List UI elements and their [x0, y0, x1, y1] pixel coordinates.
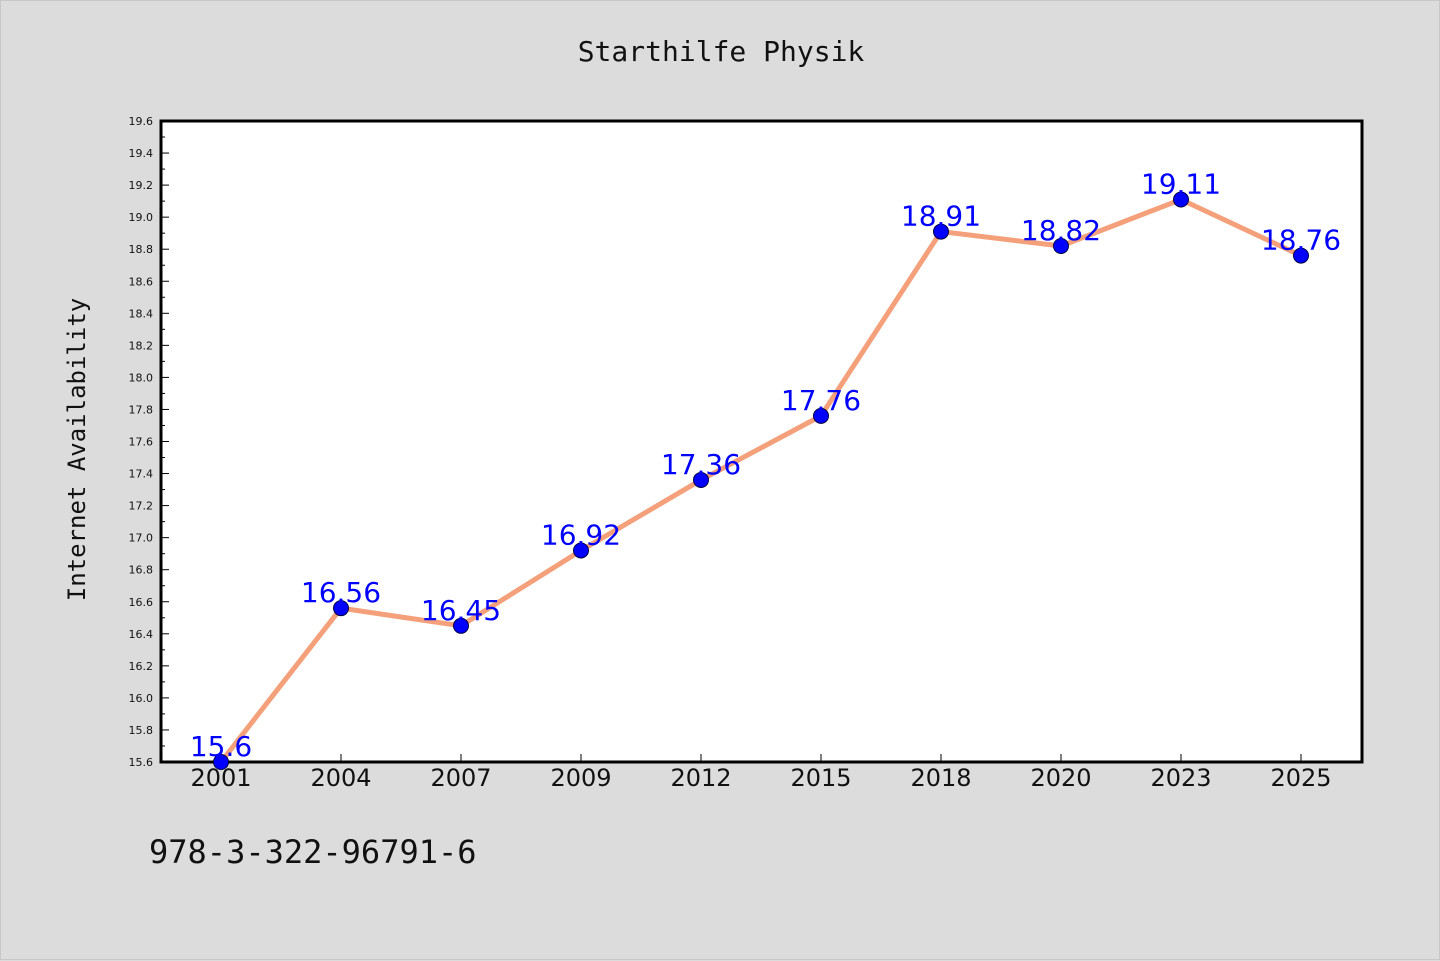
x-tick-label: 2009: [550, 764, 611, 792]
data-point: [693, 471, 709, 488]
data-point: [213, 754, 229, 770]
y-tick-label: 18.8: [129, 243, 154, 256]
y-tick-label: 17.0: [129, 532, 154, 545]
y-tick-label: 17.8: [129, 403, 154, 416]
y-tick-label: 17.2: [129, 500, 154, 513]
data-point: [1293, 247, 1309, 264]
data-label: 16.45: [421, 594, 501, 627]
y-tick-label: 18.2: [129, 339, 154, 352]
x-tick-label: 2023: [1150, 764, 1211, 792]
data-label: 18.91: [901, 200, 981, 233]
data-point: [333, 600, 349, 617]
y-tick-label: 19.0: [129, 211, 154, 224]
y-tick-label: 15.8: [129, 724, 154, 737]
x-tick-label: 2004: [310, 764, 371, 792]
y-tick-label: 18.0: [129, 371, 154, 384]
y-tick-label: 16.8: [129, 564, 154, 577]
data-point: [813, 407, 829, 424]
chart-title: Starthilfe Physik: [577, 35, 865, 68]
data-label: 15.6: [190, 730, 252, 763]
x-tick-label: 2018: [910, 764, 971, 792]
data-label: 18.82: [1021, 214, 1101, 247]
data-label: 19.11: [1141, 168, 1221, 201]
y-tick-label: 18.6: [129, 275, 154, 288]
y-tick-label: 16.2: [129, 660, 154, 673]
y-tick-label: 16.0: [129, 692, 154, 705]
x-tick-label: 2025: [1270, 764, 1331, 792]
y-tick-label: 17.4: [129, 468, 154, 481]
data-label: 17.36: [661, 448, 741, 481]
data-point: [573, 542, 589, 559]
x-tick-label: 2012: [670, 764, 731, 792]
data-label: 18.76: [1261, 224, 1341, 257]
isbn-label: 978-3-322-96791-6: [149, 833, 477, 871]
plot-area: [159, 119, 1364, 764]
y-tick-label: 19.6: [129, 115, 154, 128]
y-tick-label: 19.2: [129, 179, 154, 192]
series-line: [219, 197, 1303, 764]
y-tick-label: 17.6: [129, 436, 154, 449]
x-tick-label: 2015: [790, 764, 851, 792]
data-point: [1053, 237, 1069, 254]
y-tick-label: 16.4: [129, 628, 154, 641]
data-label: 16.56: [301, 576, 381, 609]
y-tick-label: 18.4: [129, 307, 154, 320]
data-label: 16.92: [541, 518, 621, 551]
x-tick-label: 2020: [1030, 764, 1091, 792]
y-axis-title: Internet Availability: [63, 298, 91, 601]
x-tick-label: 2007: [430, 764, 491, 792]
data-label: 17.76: [781, 384, 861, 417]
y-tick-label: 15.6: [129, 756, 154, 769]
data-point: [453, 617, 469, 634]
y-tick-label: 19.4: [129, 147, 154, 160]
y-tick-label: 16.6: [129, 596, 154, 609]
data-point: [933, 223, 949, 240]
data-point: [1173, 191, 1189, 208]
